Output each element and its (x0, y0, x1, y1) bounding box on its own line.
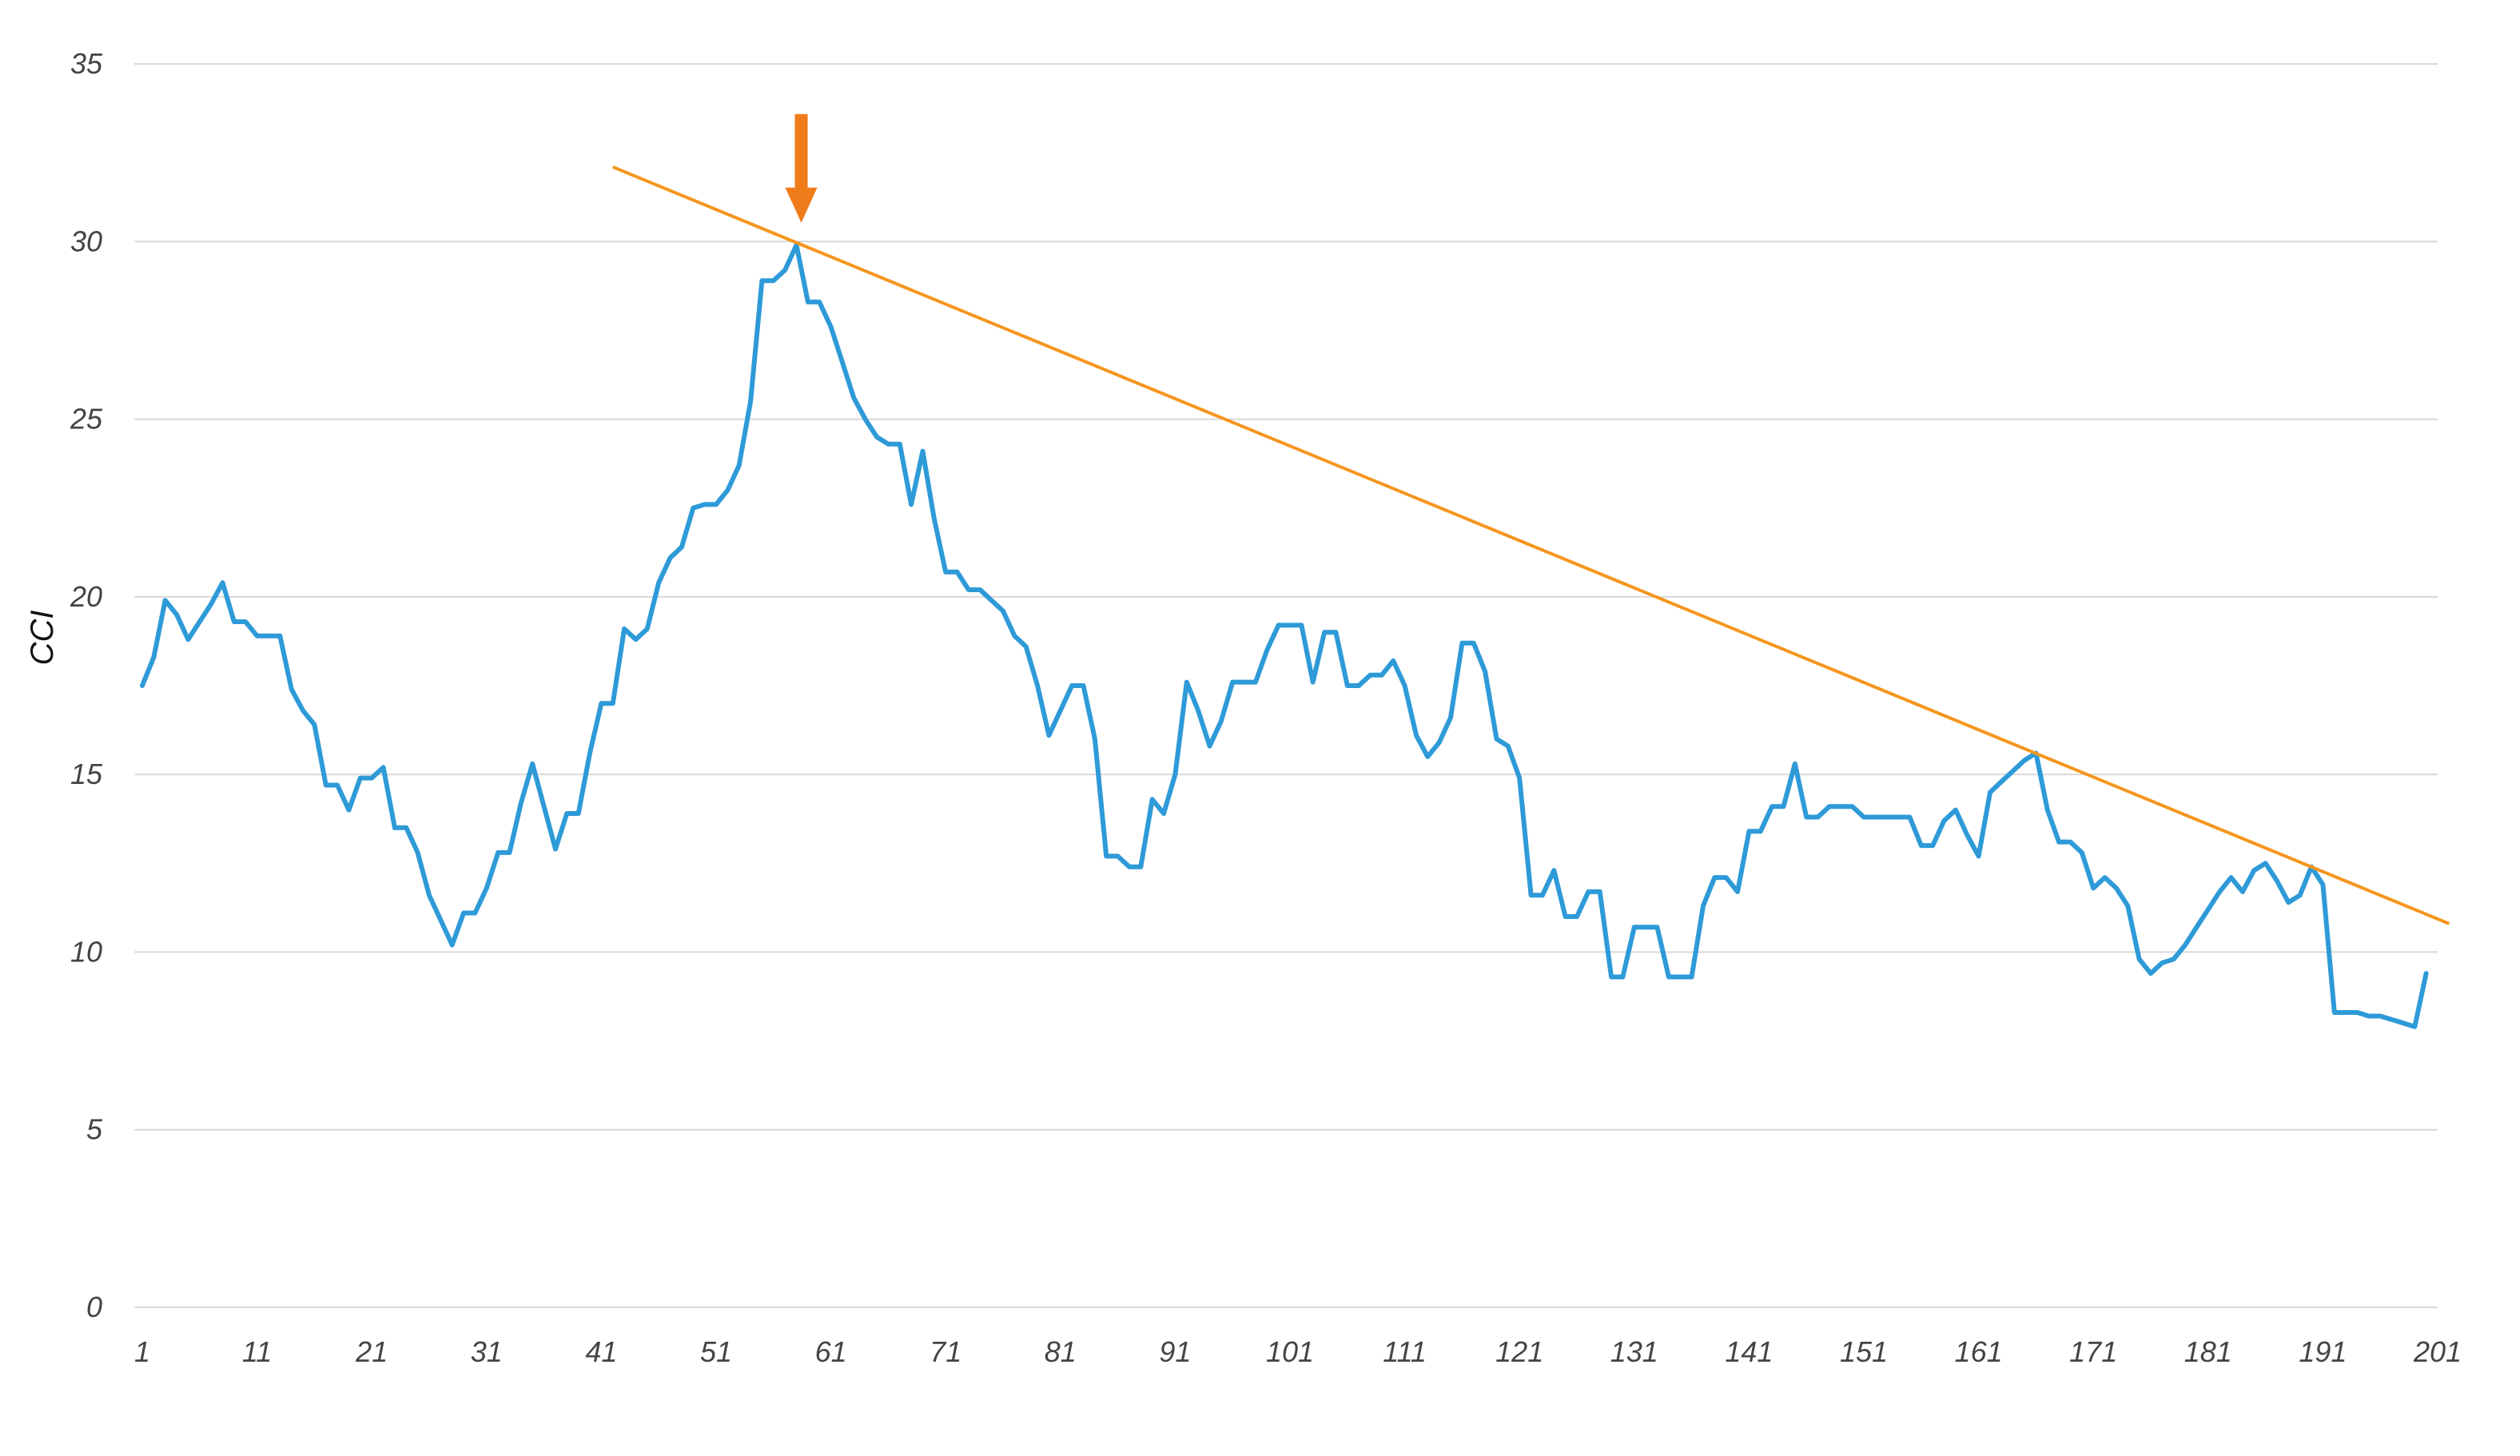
x-tick-label-201: 201 (2413, 1335, 2462, 1368)
x-tick-label-131: 131 (1610, 1335, 1658, 1368)
annotations (611, 113, 2450, 925)
y-tick-label-5: 5 (86, 1113, 103, 1146)
y-tick-label-35: 35 (70, 47, 103, 80)
y-tick-label-25: 25 (70, 403, 103, 436)
cci-series-line-1 (140, 242, 2429, 1029)
x-tick-label-11: 11 (242, 1335, 272, 1368)
x-tick-label-41: 41 (585, 1335, 617, 1368)
y-tick-label-0: 0 (86, 1291, 102, 1323)
x-tick-label-111: 111 (1383, 1335, 1427, 1368)
down-arrow-icon (785, 113, 818, 223)
y-axis-title: CCI (25, 611, 60, 666)
x-tick-label-181: 181 (2184, 1335, 2232, 1368)
x-tick-label-101: 101 (1266, 1335, 1314, 1368)
y-gridlines (134, 63, 2438, 1308)
x-tick-labels: 1 11 21 31 41 51 61 71 81 91 101 111 121 131 141 151 161… (134, 1335, 2462, 1368)
x-tick-label-141: 141 (1725, 1335, 1773, 1368)
arrow-head (785, 187, 818, 223)
x-tick-label-31: 31 (471, 1335, 503, 1368)
x-tick-label-71: 71 (930, 1335, 961, 1368)
x-tick-label-151: 151 (1840, 1335, 1888, 1368)
x-tick-label-1: 1 (134, 1335, 150, 1368)
x-tick-label-91: 91 (1159, 1335, 1191, 1368)
series-lines (140, 242, 2429, 1029)
y-tick-label-15: 15 (70, 758, 103, 790)
y-tick-label-10: 10 (70, 935, 102, 968)
x-tick-label-51: 51 (700, 1335, 732, 1368)
trendline (611, 165, 2450, 925)
x-tick-label-171: 171 (2069, 1335, 2117, 1368)
x-tick-label-61: 61 (815, 1335, 847, 1368)
x-tick-label-191: 191 (2299, 1335, 2347, 1368)
y-tick-label-30: 30 (70, 225, 102, 257)
x-tick-label-21: 21 (355, 1335, 388, 1368)
x-tick-label-121: 121 (1495, 1335, 1543, 1368)
y-tick-labels: 0 5 10 15 20 25 30 35 (70, 47, 103, 1323)
x-tick-label-81: 81 (1045, 1335, 1077, 1368)
x-tick-label-161: 161 (1955, 1335, 2003, 1368)
arrow-shaft (794, 113, 808, 191)
y-tick-label-20: 20 (70, 580, 102, 613)
